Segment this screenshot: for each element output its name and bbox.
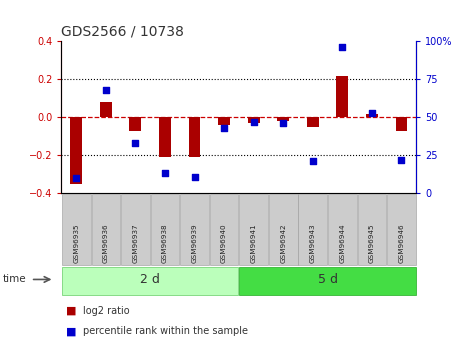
Text: percentile rank within the sample: percentile rank within the sample: [83, 326, 248, 336]
Text: ■: ■: [66, 326, 77, 336]
Text: log2 ratio: log2 ratio: [83, 306, 130, 315]
Text: GSM96938: GSM96938: [162, 223, 168, 263]
Text: GSM96939: GSM96939: [192, 223, 198, 263]
Bar: [366, 114, 378, 117]
Text: time: time: [2, 275, 26, 284]
Bar: [336, 76, 348, 117]
Text: GDS2566 / 10738: GDS2566 / 10738: [61, 24, 184, 38]
Text: GSM96943: GSM96943: [310, 223, 316, 263]
Text: GSM96935: GSM96935: [73, 223, 79, 263]
Bar: [277, 117, 289, 121]
Point: [161, 171, 169, 176]
Point: [398, 157, 405, 162]
Point: [309, 159, 316, 164]
Bar: [395, 117, 407, 130]
Text: GSM96940: GSM96940: [221, 223, 227, 263]
Bar: [100, 102, 112, 117]
Text: 5 d: 5 d: [317, 273, 338, 286]
Text: ■: ■: [66, 306, 77, 315]
Bar: [189, 117, 201, 157]
Text: GSM96945: GSM96945: [369, 223, 375, 263]
Bar: [307, 117, 319, 127]
Text: GSM96937: GSM96937: [132, 223, 139, 263]
Point: [191, 174, 198, 179]
Point: [131, 140, 139, 146]
Point: [280, 121, 287, 126]
Bar: [130, 117, 141, 130]
Text: GSM96944: GSM96944: [339, 223, 345, 263]
Bar: [70, 117, 82, 184]
Point: [102, 87, 110, 93]
Text: GSM96936: GSM96936: [103, 223, 109, 263]
Point: [250, 119, 257, 125]
Point: [72, 175, 80, 181]
Text: GSM96946: GSM96946: [398, 223, 404, 263]
Text: GSM96942: GSM96942: [280, 223, 286, 263]
Bar: [248, 117, 260, 123]
Point: [368, 110, 376, 116]
Bar: [159, 117, 171, 157]
Point: [339, 45, 346, 50]
Text: 2 d: 2 d: [140, 273, 160, 286]
Point: [220, 125, 228, 131]
Bar: [218, 117, 230, 125]
Text: GSM96941: GSM96941: [251, 223, 257, 263]
